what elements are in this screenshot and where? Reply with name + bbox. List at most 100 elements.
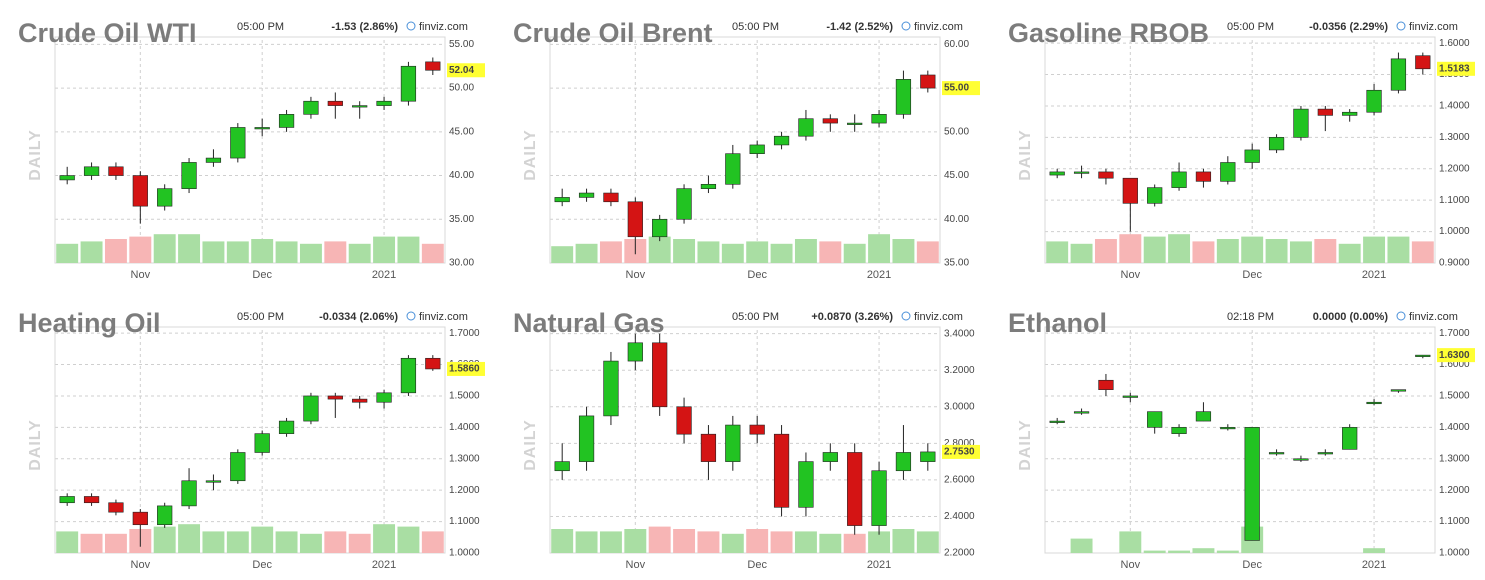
volume-bar xyxy=(673,239,696,263)
candle-body xyxy=(895,79,912,115)
x-tick-label: Nov xyxy=(131,559,151,571)
volume-bar xyxy=(1046,241,1069,263)
candle-body xyxy=(578,415,595,462)
volume-bar xyxy=(648,526,671,553)
x-tick-label: Dec xyxy=(747,269,767,281)
volume-bar xyxy=(721,243,744,263)
source-icon xyxy=(1396,311,1406,321)
change-label: +0.0870 (3.26%) xyxy=(811,311,893,323)
source-icon xyxy=(1396,21,1406,31)
y-tick-label: 1.0000 xyxy=(1439,226,1470,237)
x-tick-label: Dec xyxy=(252,559,272,571)
time-label: 05:00 PM xyxy=(237,21,284,33)
y-tick-label: 40.00 xyxy=(944,214,969,225)
candle-body xyxy=(1122,177,1138,204)
volume-bar xyxy=(299,243,322,263)
candle-body xyxy=(278,114,295,128)
volume-bar xyxy=(819,533,842,553)
side-label: DAILY xyxy=(522,419,539,471)
time-label: 05:00 PM xyxy=(1227,21,1274,33)
change-label: -0.0334 (2.06%) xyxy=(319,311,398,323)
y-tick-label: 1.3000 xyxy=(1439,132,1470,143)
chart-panel: 30.00 35.00 40.00 45.00 50.00 55.00 Nov Dec 2021… xyxy=(18,18,485,281)
volume-bar xyxy=(1363,236,1386,263)
y-tick-label: 45.00 xyxy=(944,170,969,181)
volume-bar xyxy=(648,236,671,263)
candle-body xyxy=(1171,427,1187,434)
candle-body xyxy=(1342,427,1358,450)
chart-title: Natural Gas xyxy=(513,308,665,338)
volume-bar xyxy=(1070,243,1093,263)
plot-frame xyxy=(549,36,941,264)
y-tick-label: 1.1000 xyxy=(1439,195,1470,206)
volume-bar xyxy=(575,531,598,553)
time-label: 02:18 PM xyxy=(1227,311,1274,323)
x-tick-label: Dec xyxy=(1242,559,1262,571)
x-tick-label: 2021 xyxy=(1362,269,1386,281)
change-label: -0.0356 (2.29%) xyxy=(1309,21,1388,33)
candle-body xyxy=(327,395,343,400)
volume-bar xyxy=(794,531,817,553)
y-tick-label: 1.2000 xyxy=(1439,163,1470,174)
change-label: -1.42 (2.52%) xyxy=(826,21,893,33)
volume-bar xyxy=(421,243,444,263)
last-price-label: 1.5183 xyxy=(1439,63,1470,74)
candle-body xyxy=(108,166,124,176)
candle-body xyxy=(871,114,887,124)
x-tick-label: Nov xyxy=(131,269,151,281)
volume-bar xyxy=(348,533,371,553)
volume-bar xyxy=(202,531,225,553)
candle-body xyxy=(1098,171,1114,179)
y-tick-label: 45.00 xyxy=(449,126,474,137)
volume-bar xyxy=(892,529,915,553)
candle-body xyxy=(871,470,887,526)
volume-bar xyxy=(275,241,298,263)
y-tick-label: 50.00 xyxy=(449,83,474,94)
candle-body xyxy=(1293,108,1309,138)
y-tick-label: 1.1000 xyxy=(449,516,480,527)
volume-bar xyxy=(1143,236,1166,263)
chart-panel: 0.90001.00001.10001.20001.30001.40001.50… xyxy=(1008,18,1475,281)
y-tick-label: 1.6000 xyxy=(1439,359,1470,370)
candle-body xyxy=(798,461,814,508)
candle-body xyxy=(554,197,570,203)
candle-body xyxy=(1366,89,1382,113)
y-tick-label: 1.4000 xyxy=(1439,101,1470,112)
volume-bar xyxy=(1119,531,1142,553)
y-tick-label: 1.7000 xyxy=(1439,328,1470,339)
candle-body xyxy=(1073,411,1090,414)
chart-title: Gasoline RBOB xyxy=(1008,18,1209,48)
candle-body xyxy=(1220,162,1236,182)
x-tick-label: 2021 xyxy=(372,269,396,281)
candle-body xyxy=(59,496,75,504)
y-tick-label: 1.2000 xyxy=(1439,485,1470,496)
candle-body xyxy=(59,175,75,181)
time-label: 05:00 PM xyxy=(732,311,779,323)
candle-body xyxy=(230,127,246,159)
candle-body xyxy=(652,342,668,408)
candle-body xyxy=(425,357,441,370)
candle-body xyxy=(157,188,173,207)
volume-bar xyxy=(373,236,396,263)
volume-bar xyxy=(1314,239,1337,263)
candle-body xyxy=(1244,427,1260,541)
volume-bar xyxy=(1216,239,1239,263)
candle-body xyxy=(352,105,368,108)
volume-bar xyxy=(1119,234,1142,263)
y-tick-label: 1.5000 xyxy=(449,391,480,402)
volume-bar xyxy=(794,239,817,263)
volume-bar xyxy=(202,241,225,263)
candle-body xyxy=(1342,111,1358,116)
y-tick-label: 1.3000 xyxy=(1439,453,1470,464)
volume-bar xyxy=(551,246,574,263)
candle-body xyxy=(1098,379,1114,390)
volume-bar xyxy=(746,529,769,553)
candle-body xyxy=(676,406,692,435)
chart-panel: 1.0000 1.1000 1.2000 1.3000 1.4000 1.5000 1.60… xyxy=(1008,308,1475,571)
candle-body xyxy=(847,122,863,125)
chart-panel: 35.00 40.00 45.00 50.00 55.00 60.00 Nov Dec 2021… xyxy=(513,18,980,281)
y-tick-label: 30.00 xyxy=(449,258,474,269)
last-price-label: 52.04 xyxy=(449,65,474,76)
candle-body xyxy=(254,127,270,130)
last-price-label: 1.6300 xyxy=(1439,350,1470,361)
